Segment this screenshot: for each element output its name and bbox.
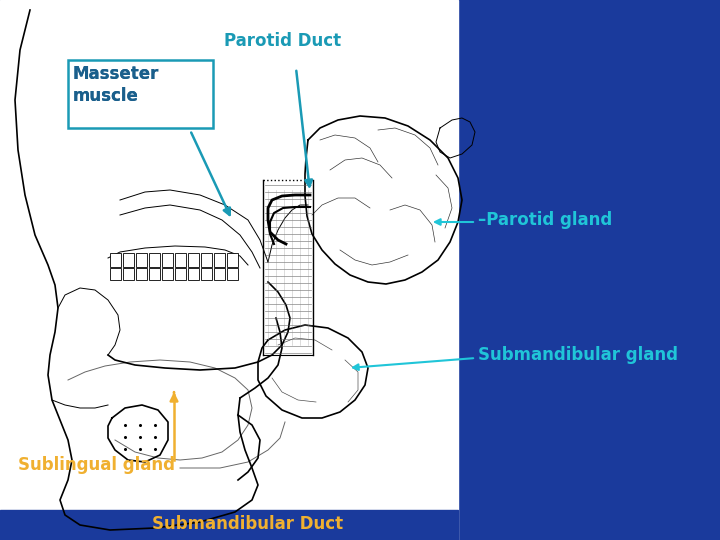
Bar (136, 268, 147, 280)
Text: Submandibular gland: Submandibular gland (478, 346, 678, 364)
Bar (162, 253, 173, 267)
Bar (0, 0, 458, 540)
Bar (201, 253, 212, 267)
Bar (0, 510, 458, 540)
Bar (162, 268, 173, 280)
Bar (201, 268, 212, 280)
Text: Parotid Duct: Parotid Duct (225, 32, 341, 50)
Bar (188, 253, 199, 267)
Bar (227, 268, 238, 280)
Bar (149, 253, 160, 267)
Bar (175, 268, 186, 280)
Bar (214, 268, 225, 280)
Text: Sublingual gland: Sublingual gland (18, 456, 175, 474)
Text: Submandibular Duct: Submandibular Duct (153, 515, 343, 533)
Bar (214, 253, 225, 267)
Bar (227, 253, 238, 267)
Bar (110, 268, 121, 280)
Text: Masseter
muscle: Masseter muscle (73, 65, 159, 105)
Text: Masseter
muscle: Masseter muscle (73, 65, 159, 105)
Bar (149, 268, 160, 280)
FancyBboxPatch shape (68, 60, 213, 128)
Bar (175, 253, 186, 267)
Bar (110, 253, 121, 267)
Bar (188, 268, 199, 280)
Bar (123, 268, 134, 280)
Bar (136, 253, 147, 267)
Bar (123, 253, 134, 267)
Text: –Parotid gland: –Parotid gland (478, 211, 612, 229)
